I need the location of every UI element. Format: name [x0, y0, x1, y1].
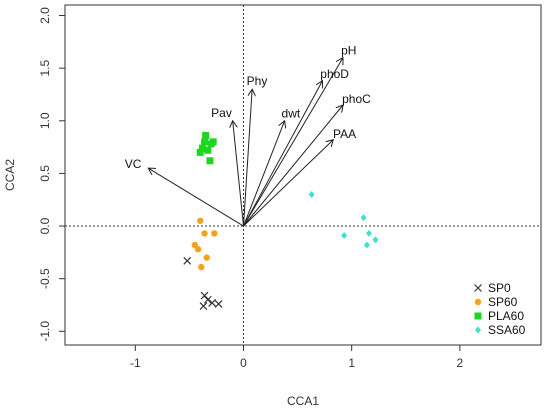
y-tick-label: -1.0 [38, 321, 52, 342]
data-point-sp0 [203, 295, 212, 304]
data-point-sp60 [201, 230, 208, 237]
plot-frame [64, 4, 542, 346]
data-point-sp60 [194, 246, 202, 253]
data-point-sp60 [211, 230, 218, 237]
vector-label-phoc: phoC [342, 92, 371, 106]
vector-arrow-ph [243, 58, 344, 227]
y-tick-label: 1.0 [38, 112, 52, 129]
legend-marker-pla60 [474, 312, 482, 320]
legend-label-sp60: SP60 [488, 295, 518, 309]
data-point-sp60 [203, 254, 210, 261]
data-point-ssa60 [341, 232, 348, 240]
x-tick-label: -1 [130, 356, 141, 370]
reference-lines [65, 5, 541, 345]
vector-label-phod: phoD [320, 67, 349, 81]
vector-arrow-paa [243, 140, 334, 227]
x-axis: -1 0 1 2 [130, 345, 464, 370]
data-point-sp0 [199, 302, 208, 310]
vector-label-dwt: dwt [282, 106, 301, 120]
vector-arrow-vc [148, 168, 244, 227]
data-point-ssa60 [372, 236, 379, 244]
data-point-sp0 [200, 291, 209, 300]
y-tick-label: 1.5 [38, 59, 52, 76]
y-tick-label: -0.5 [38, 268, 52, 289]
data-point-pla60 [209, 138, 217, 146]
data-point-pla60 [198, 144, 206, 152]
y-tick-label: 0.5 [38, 165, 52, 182]
vector-arrow-pav [233, 121, 244, 227]
y-tick-label: 2.0 [38, 7, 52, 24]
vector-label-vc: VC [125, 157, 142, 171]
vector-label-ph: pH [341, 44, 356, 58]
data-point-pla60 [206, 157, 214, 165]
data-point-pla60 [201, 138, 209, 146]
data-point-sp0 [214, 300, 223, 308]
data-point-sp0 [208, 298, 217, 307]
vector-arrow-phy [243, 89, 253, 227]
sample-points [183, 132, 379, 310]
y-tick-label: 0.0 [38, 217, 52, 234]
legend-marker-sp0 [474, 284, 482, 292]
y-axis-title: CCA2 [3, 159, 17, 191]
biplot-vectors: pH phoD phoC PAA dwt Phy Pav VC [125, 44, 371, 227]
vector-arrow-phod [243, 81, 323, 227]
data-point-ssa60 [308, 190, 315, 198]
vector-label-pav: Pav [211, 106, 232, 120]
vector-arrow-phoc [243, 105, 344, 227]
legend-label-pla60: PLA60 [488, 309, 524, 323]
x-tick-label: 0 [240, 356, 247, 370]
legend-label-sp0: SP0 [488, 281, 511, 295]
vector-arrow-dwt [243, 121, 285, 227]
vector-label-paa: PAA [333, 127, 356, 141]
vector-label-phy: Phy [247, 74, 268, 88]
y-axis: -1.0 -0.5 0.0 0.5 1.0 1.5 2.0 [38, 7, 65, 342]
legend-label-ssa60: SSA60 [488, 323, 526, 337]
data-point-ssa60 [363, 241, 370, 249]
x-tick-label: 2 [457, 356, 464, 370]
data-point-sp60 [198, 263, 205, 271]
x-axis-title: CCA1 [287, 394, 319, 408]
data-point-pla60 [202, 132, 210, 140]
legend-marker-sp60 [474, 298, 482, 306]
data-point-ssa60 [365, 229, 372, 237]
data-point-sp60 [197, 217, 204, 224]
data-point-pla60 [196, 148, 204, 156]
data-point-sp0 [183, 256, 192, 265]
legend-marker-ssa60 [475, 326, 481, 334]
data-point-ssa60 [360, 214, 367, 222]
data-point-pla60 [204, 146, 212, 154]
x-tick-label: 1 [348, 356, 355, 370]
